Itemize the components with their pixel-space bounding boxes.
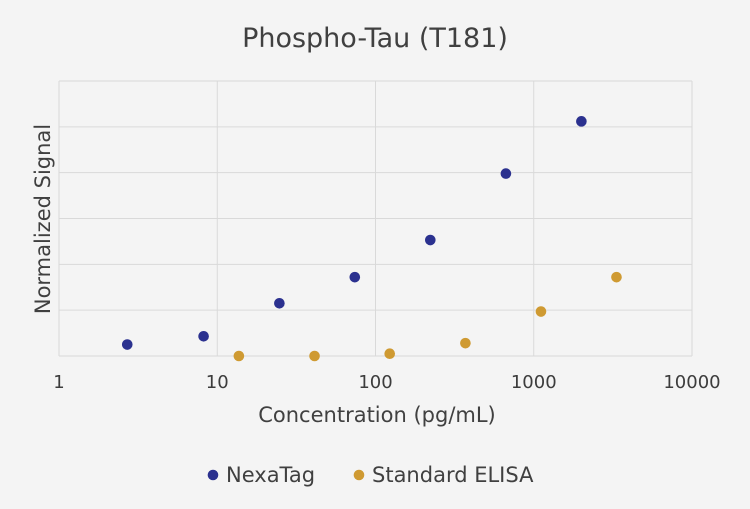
standard-elisa-point bbox=[460, 337, 471, 349]
nexatag-point bbox=[425, 234, 436, 246]
nexatag-point bbox=[198, 330, 209, 342]
legend-marker bbox=[207, 469, 219, 481]
x-tick-label: 1000 bbox=[511, 372, 557, 393]
standard-elisa-point bbox=[611, 271, 622, 283]
standard-elisa-point bbox=[233, 350, 245, 362]
nexatag-point bbox=[274, 297, 285, 309]
x-tick-label: 10 bbox=[206, 372, 229, 393]
standard-elisa-point bbox=[309, 350, 320, 362]
nexatag-point bbox=[500, 168, 512, 179]
legend-label: Standard ELISA bbox=[372, 463, 534, 487]
standard-elisa-point bbox=[384, 348, 396, 360]
nexatag-point bbox=[576, 116, 587, 127]
x-tick-label: 1 bbox=[53, 372, 64, 393]
x-tick-label: 10000 bbox=[663, 372, 720, 393]
y-axis-title: Normalized Signal bbox=[31, 124, 55, 314]
data-points bbox=[121, 116, 622, 362]
legend-label: NexaTag bbox=[226, 463, 315, 487]
legend: NexaTag Standard ELISA bbox=[207, 463, 534, 487]
standard-elisa-point bbox=[535, 306, 547, 317]
nexatag-point bbox=[121, 339, 133, 350]
x-tick-label: 100 bbox=[358, 372, 392, 393]
legend-marker bbox=[353, 469, 365, 481]
chart-title: Phospho-Tau (T181) bbox=[242, 23, 508, 54]
grid-lines bbox=[58, 80, 693, 357]
x-axis-ticks: 1 10 100 1000 10000 bbox=[53, 372, 720, 393]
nexatag-point bbox=[349, 271, 361, 283]
x-axis-title: Concentration (pg/mL) bbox=[258, 403, 496, 427]
